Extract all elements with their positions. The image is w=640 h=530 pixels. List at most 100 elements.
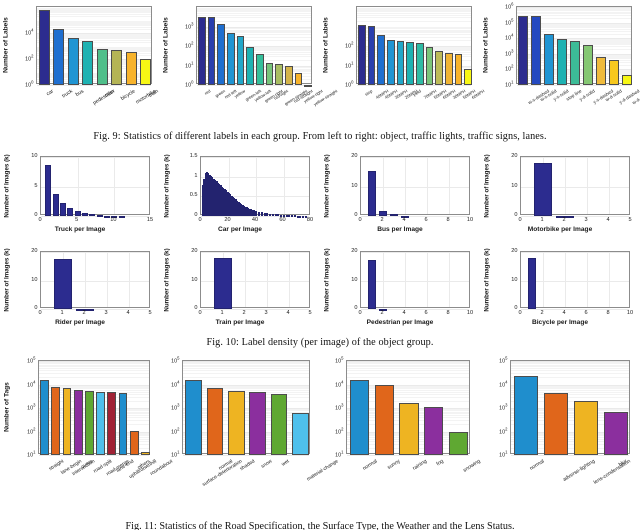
minor-gridline bbox=[511, 400, 629, 402]
bar bbox=[111, 215, 118, 218]
minor-gridline bbox=[347, 373, 469, 375]
y-axis-tick-label: 20 bbox=[191, 248, 198, 254]
bar bbox=[67, 38, 79, 85]
y-axis-tick-label: 20 bbox=[511, 248, 518, 254]
minor-gridline bbox=[511, 388, 629, 390]
y-axis-tick-label: 10 bbox=[511, 182, 518, 189]
gridline bbox=[289, 252, 290, 307]
y-axis-tick-label: 104 bbox=[27, 379, 36, 388]
x-axis-tick-label: 3 bbox=[264, 310, 268, 316]
minor-gridline bbox=[357, 79, 471, 81]
y-axis-tick-label: 106 bbox=[505, 1, 514, 11]
gridline bbox=[565, 252, 566, 307]
minor-gridline bbox=[39, 385, 149, 387]
plot-area bbox=[38, 360, 150, 456]
x-axis-tick-label: 10 bbox=[466, 217, 474, 223]
gridline bbox=[201, 309, 309, 310]
minor-gridline bbox=[183, 436, 309, 438]
minor-gridline bbox=[511, 366, 629, 368]
bar bbox=[621, 74, 632, 85]
minor-gridline bbox=[357, 8, 471, 10]
minor-gridline bbox=[39, 389, 149, 391]
minor-gridline bbox=[197, 20, 311, 22]
minor-gridline bbox=[183, 438, 309, 440]
bar bbox=[514, 375, 538, 455]
minor-gridline bbox=[39, 420, 149, 422]
minor-gridline bbox=[511, 413, 629, 415]
bar bbox=[445, 52, 453, 85]
minor-gridline bbox=[39, 440, 149, 442]
minor-gridline bbox=[357, 53, 471, 55]
y-axis-tick-label: 102 bbox=[335, 426, 344, 435]
gridline bbox=[517, 85, 631, 86]
minor-gridline bbox=[39, 363, 149, 365]
gridline bbox=[587, 252, 588, 307]
y-axis-tick-label: 102 bbox=[185, 40, 194, 50]
x-axis-tick-label: adverse-lighting bbox=[561, 458, 597, 483]
x-axis-tick-label: red bbox=[203, 88, 212, 96]
x-axis-tick-label: 20 bbox=[224, 217, 231, 223]
bar bbox=[574, 400, 598, 455]
minor-gridline bbox=[37, 73, 151, 75]
x-axis-tick-label: 0 bbox=[38, 217, 42, 223]
gridline bbox=[361, 157, 469, 158]
y-axis-tick-label: 10 bbox=[511, 276, 518, 283]
x-axis-tick-label: 1 bbox=[60, 310, 64, 316]
minor-gridline bbox=[357, 59, 471, 61]
gridline bbox=[357, 65, 471, 67]
plot-area bbox=[40, 156, 150, 218]
y-axis-tick-label: 101 bbox=[505, 79, 514, 89]
minor-gridline bbox=[511, 364, 629, 366]
bar bbox=[85, 390, 94, 455]
gridline bbox=[511, 455, 629, 456]
gridline bbox=[183, 408, 309, 409]
x-axis-tick-label: 8 bbox=[446, 217, 450, 223]
minor-gridline bbox=[39, 364, 149, 366]
minor-gridline bbox=[517, 7, 631, 9]
bar bbox=[399, 403, 419, 455]
bar bbox=[349, 380, 370, 455]
minor-gridline bbox=[39, 391, 149, 393]
minor-gridline bbox=[197, 32, 311, 34]
minor-gridline bbox=[37, 48, 151, 49]
minor-gridline bbox=[197, 69, 311, 71]
bar bbox=[527, 258, 537, 309]
minor-gridline bbox=[37, 29, 151, 31]
minor-gridline bbox=[517, 33, 631, 35]
bar bbox=[45, 165, 52, 216]
x-axis-tick-label: 40 bbox=[251, 217, 259, 223]
x-axis-tick-label: truck bbox=[60, 88, 74, 100]
minor-gridline bbox=[347, 368, 469, 370]
minor-gridline bbox=[517, 15, 631, 17]
minor-gridline bbox=[357, 30, 471, 32]
minor-gridline bbox=[347, 391, 469, 393]
minor-gridline bbox=[517, 23, 631, 25]
minor-gridline bbox=[37, 12, 151, 14]
minor-gridline bbox=[37, 51, 151, 53]
minor-gridline bbox=[511, 447, 629, 449]
bar bbox=[54, 259, 72, 309]
bar bbox=[604, 411, 628, 455]
plot-area bbox=[520, 156, 630, 218]
minor-gridline bbox=[197, 75, 311, 77]
gridline bbox=[183, 361, 309, 362]
y-axis-tick-label: 10 bbox=[351, 276, 358, 283]
minor-gridline bbox=[517, 10, 631, 12]
minor-gridline bbox=[511, 377, 629, 379]
bar bbox=[96, 391, 105, 455]
minor-gridline bbox=[357, 51, 471, 53]
y-axis-tick-label: 10 bbox=[351, 182, 358, 189]
minor-gridline bbox=[357, 50, 471, 52]
bar bbox=[217, 24, 225, 85]
minor-gridline bbox=[357, 71, 471, 73]
x-axis-tick-label: snow bbox=[259, 458, 273, 470]
minor-gridline bbox=[511, 417, 629, 419]
minor-gridline bbox=[197, 8, 311, 10]
gridline bbox=[201, 196, 309, 198]
minor-gridline bbox=[357, 20, 471, 22]
minor-gridline bbox=[197, 7, 311, 9]
minor-gridline bbox=[39, 417, 149, 419]
minor-gridline bbox=[197, 17, 311, 19]
minor-gridline bbox=[511, 393, 629, 395]
minor-gridline bbox=[39, 362, 149, 364]
